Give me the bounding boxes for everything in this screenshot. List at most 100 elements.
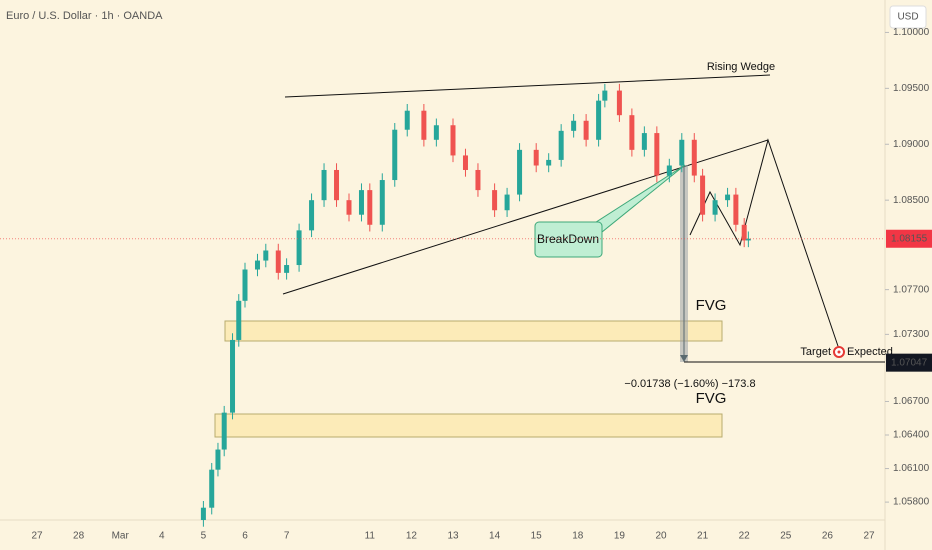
candle-body	[263, 250, 269, 261]
candle-body	[236, 300, 242, 340]
candle-body	[309, 200, 315, 231]
candle-body	[583, 120, 589, 140]
x-tick-label: 27	[863, 531, 875, 542]
fvg-box	[214, 413, 723, 438]
y-tick-label: 1.07700	[893, 284, 930, 295]
y-tick-label: 1.06400	[893, 430, 930, 441]
candle-body	[679, 139, 685, 166]
candle-body	[666, 165, 672, 176]
candle-body	[209, 469, 215, 508]
x-tick-label: 28	[73, 531, 85, 542]
candle-body	[517, 149, 523, 195]
candle-body	[546, 159, 552, 166]
candle-body	[200, 507, 206, 520]
candle-body	[254, 260, 260, 270]
chart-title: Euro / U.S. Dollar · 1h · OANDA	[6, 10, 163, 22]
candle-body	[745, 238, 751, 241]
fvg-box	[224, 320, 723, 342]
candle-body	[558, 130, 564, 160]
candle-body	[275, 250, 281, 273]
candle-body	[571, 120, 577, 131]
y-tick-label: 1.05800	[893, 497, 930, 508]
callout-box	[534, 221, 603, 258]
x-tick-label: 25	[780, 531, 792, 542]
candle-body	[533, 149, 539, 166]
candle-body	[379, 180, 385, 225]
candle-body	[404, 110, 410, 130]
candle-body	[733, 194, 739, 225]
candle-body	[367, 190, 373, 225]
x-tick-label: 6	[242, 531, 248, 542]
y-tick-label: 1.06700	[893, 396, 930, 407]
x-tick-label: 5	[201, 531, 207, 542]
candle-body	[725, 194, 731, 201]
target-icon-dot	[837, 350, 841, 354]
currency-button[interactable]	[889, 5, 927, 29]
wedge-label: Rising Wedge	[707, 61, 775, 73]
x-tick-label: 14	[489, 531, 501, 542]
wedge-upper	[284, 74, 771, 98]
expected-label: Expected	[847, 346, 893, 358]
candle-body	[492, 190, 498, 211]
candle-body	[450, 125, 456, 156]
measure-arrowhead	[680, 355, 688, 362]
fvg-label: FVG	[696, 297, 727, 314]
candle-body	[296, 230, 302, 266]
x-tick-label: 26	[822, 531, 834, 542]
candle-body	[334, 169, 340, 201]
candle-body	[421, 110, 427, 140]
target-price-box	[886, 353, 932, 372]
candle-body	[691, 139, 697, 176]
y-tick-label: 1.09500	[893, 83, 930, 94]
candle-body	[629, 115, 635, 150]
candle-body	[700, 175, 706, 215]
candle-body	[596, 100, 602, 140]
candle-body	[654, 133, 660, 176]
y-tick-label: 1.10000	[893, 27, 930, 38]
candle-body	[215, 449, 221, 470]
x-tick-label: 27	[31, 531, 43, 542]
candle-body	[712, 200, 718, 215]
x-tick-label: 22	[739, 531, 751, 542]
x-tick-label: 15	[531, 531, 543, 542]
y-tick-label: 1.08500	[893, 195, 930, 206]
candle-body	[284, 265, 290, 273]
candle-body	[741, 224, 747, 241]
candle-body	[358, 190, 364, 215]
candle-body	[242, 269, 248, 301]
x-tick-label: 13	[447, 531, 459, 542]
last-price-label: 1.08155	[891, 233, 928, 244]
target-label: Target	[800, 346, 831, 358]
candle-body	[221, 412, 227, 450]
last-price-box	[886, 229, 932, 248]
candle-body	[321, 169, 327, 201]
y-tick-label: 1.09000	[893, 139, 930, 150]
candle-body	[641, 133, 647, 150]
candle-body	[602, 90, 608, 101]
candle-body	[433, 125, 439, 140]
candle-body	[616, 90, 622, 116]
currency[interactable]: USD	[897, 12, 918, 23]
fvg-label: FVG	[696, 390, 727, 407]
y-tick-label: 1.07300	[893, 329, 930, 340]
measure-label: −0.01738 (−1.60%) −173.8	[624, 378, 755, 390]
x-tick-label: 11	[365, 531, 376, 542]
target-price-label: 1.07047	[891, 357, 928, 368]
x-tick-label: 19	[614, 531, 626, 542]
x-tick-label: 21	[697, 531, 709, 542]
candle-body	[475, 169, 481, 191]
candle-body	[504, 194, 510, 211]
candle-body	[230, 339, 236, 413]
x-tick-label: 4	[159, 531, 165, 542]
candle-body	[346, 200, 352, 215]
candle-body	[462, 155, 468, 170]
x-tick-label: 18	[572, 531, 584, 542]
x-tick-label: 20	[655, 531, 667, 542]
x-tick-label: 12	[406, 531, 418, 542]
y-tick-label: 1.06100	[893, 463, 930, 474]
candle-body	[392, 129, 398, 181]
x-tick-label: Mar	[112, 531, 130, 542]
x-tick-label: 7	[284, 531, 290, 542]
